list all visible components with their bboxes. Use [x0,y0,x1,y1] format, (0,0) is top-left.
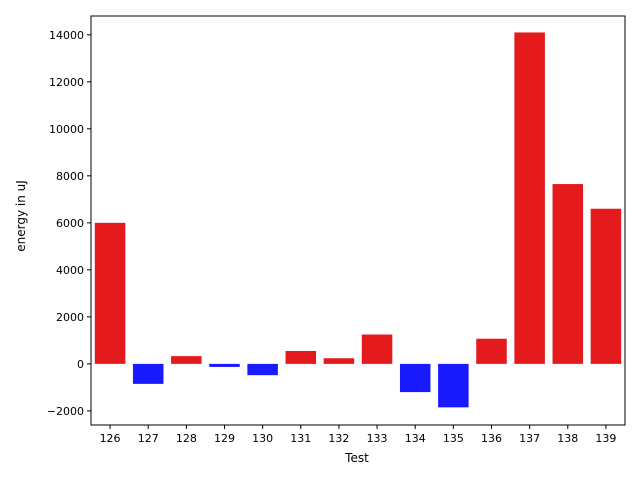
bar-136 [476,338,507,364]
x-tick-label: 136 [481,432,502,445]
y-tick-label: 10000 [49,123,84,136]
x-tick-label: 127 [138,432,159,445]
y-tick-label: 0 [77,358,84,371]
y-axis: −2000 0 2000 4000 6000 8000 10000 12000 14000 [47,29,91,418]
x-tick-label: 126 [100,432,121,445]
y-tick-label: 12000 [49,76,84,89]
x-axis: 126 127 128 129 130 131 132 133 134 135 136 137 138 1… [100,425,616,445]
y-tick-label: −2000 [47,405,84,418]
bar-126 [94,222,126,364]
plot-frame [90,15,626,426]
bar-130 [247,363,278,376]
bar-128 [171,356,202,364]
y-tick-label: 6000 [56,217,84,230]
x-tick-label: 135 [443,432,464,445]
bar-139 [590,208,622,364]
x-tick-label: 138 [557,432,578,445]
bar-133 [361,334,393,364]
y-tick-label: 2000 [56,311,84,324]
x-tick-label: 130 [252,432,273,445]
x-tick-label: 132 [328,432,349,445]
bar-135 [438,363,469,408]
bars-group [94,32,622,408]
x-tick-label: 139 [595,432,616,445]
x-tick-label: 134 [405,432,426,445]
bar-127 [132,363,164,384]
x-tick-label: 133 [367,432,388,445]
bar-137 [514,32,545,364]
bar-134 [399,363,431,393]
bar-138 [552,184,584,364]
bar-129 [209,363,240,367]
y-axis-label: energy in uJ [14,180,28,252]
x-tick-label: 129 [214,432,235,445]
x-tick-label: 137 [519,432,540,445]
x-axis-label: Test [344,451,369,465]
bar-132 [323,358,355,364]
bar-131 [285,350,317,364]
y-tick-label: 8000 [56,170,84,183]
x-tick-label: 128 [176,432,197,445]
y-tick-label: 14000 [49,29,84,42]
y-tick-label: 4000 [56,264,84,277]
x-tick-label: 131 [290,432,311,445]
